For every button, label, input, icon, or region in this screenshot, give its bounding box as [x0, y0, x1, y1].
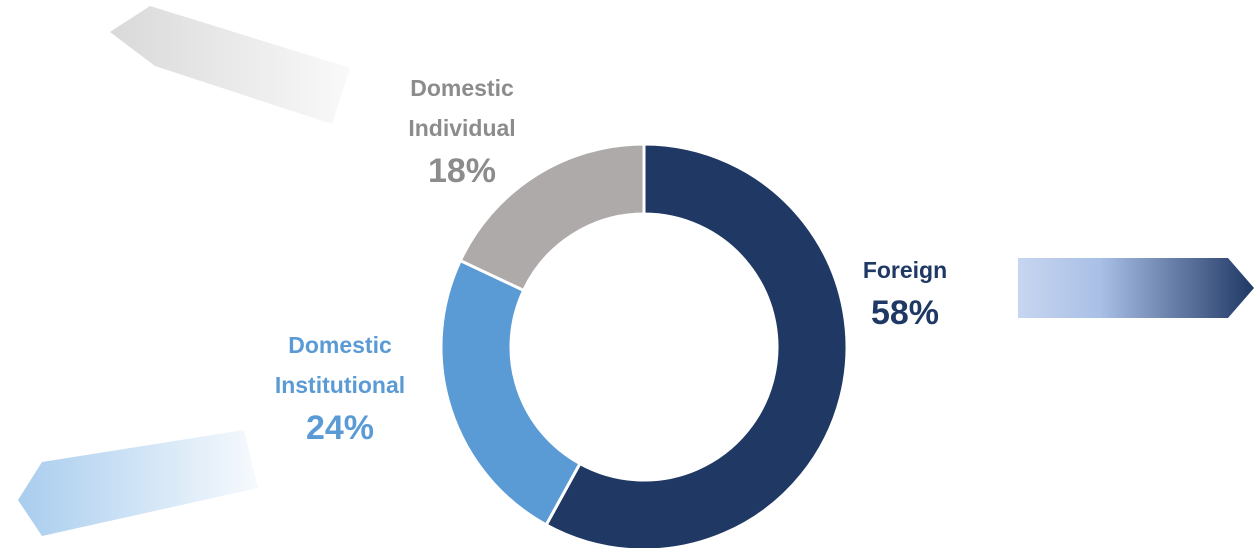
decor-arrow: [110, 6, 350, 124]
slice-label: Domestic Institutional 24%: [265, 325, 415, 451]
category-name: Domestic Individual: [408, 75, 516, 141]
category-name: Foreign: [862, 257, 948, 283]
donut: [439, 142, 849, 548]
donut-slice: [544, 142, 849, 548]
slice-label: Domestic Individual 18%: [387, 68, 537, 194]
value-label: 18%: [427, 152, 497, 190]
decor-arrow: [1018, 258, 1254, 318]
category-name: Domestic Institutional: [274, 332, 406, 398]
donut-slice: [439, 258, 582, 527]
value-label: 58%: [870, 294, 940, 332]
slice-label: Foreign 58%: [830, 250, 980, 336]
value-label: 24%: [305, 409, 375, 447]
donut-slice: [458, 142, 646, 293]
decor-arrow: [18, 430, 258, 536]
